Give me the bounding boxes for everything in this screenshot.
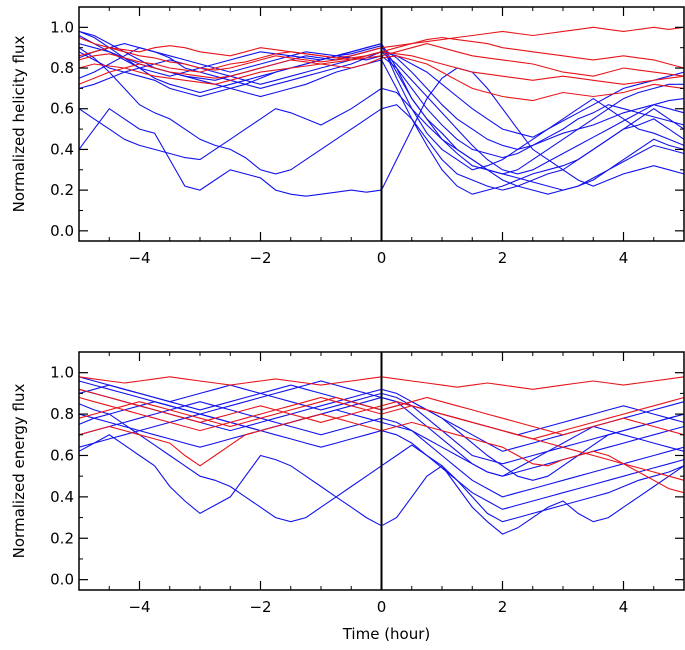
- x-tick-label: 4: [619, 249, 629, 267]
- y-tick-label: 0.6: [50, 100, 74, 118]
- y-axis-label: Normalized helicity flux: [10, 36, 28, 213]
- y-tick-label: 0.4: [50, 488, 74, 506]
- tick-layer: −4 −2 0 2 4 0.0 0.2 0.4 0.6 0.8 1.0: [50, 351, 685, 616]
- y-tick-label: 0.6: [50, 446, 74, 464]
- tick-layer: −4 −2 0 2 4 0.0 0.2 0.4 0.6 0.8 1.0: [50, 6, 685, 267]
- x-tick-label: 2: [498, 598, 508, 616]
- x-tick-label: 4: [619, 598, 629, 616]
- x-tick-label: −4: [128, 249, 150, 267]
- y-tick-label: 0.0: [50, 571, 74, 589]
- y-tick-label: 1.0: [50, 18, 74, 36]
- panel-helicity: −4 −2 0 2 4 0.0 0.2 0.4 0.6 0.8 1.0 Normalized hel…: [10, 6, 685, 267]
- x-tick-label: −4: [128, 598, 150, 616]
- y-tick-label: 0.2: [50, 181, 74, 199]
- y-tick-label: 0.8: [50, 405, 74, 423]
- x-tick-label: −2: [249, 249, 271, 267]
- y-tick-label: 1.0: [50, 364, 74, 382]
- y-tick-label: 0.4: [50, 140, 74, 158]
- x-tick-label: −2: [249, 598, 271, 616]
- y-tick-label: 0.8: [50, 59, 74, 77]
- y-tick-label: 0.2: [50, 529, 74, 547]
- x-tick-label: 0: [377, 249, 387, 267]
- y-tick-label: 0.0: [50, 222, 74, 240]
- panel-energy: −4 −2 0 2 4 0.0 0.2 0.4 0.6 0.8 1.0 Normalized ene…: [10, 351, 685, 643]
- x-tick-label: 2: [498, 249, 508, 267]
- x-tick-label: 0: [377, 598, 387, 616]
- y-axis-label: Normalized energy flux: [10, 384, 28, 559]
- x-axis-label: Time (hour): [342, 625, 431, 643]
